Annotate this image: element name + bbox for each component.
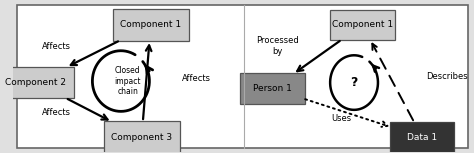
FancyBboxPatch shape [330, 10, 394, 40]
Text: Describes: Describes [427, 72, 468, 81]
Text: Closed
impact
chain: Closed impact chain [115, 66, 141, 96]
Text: Uses: Uses [332, 114, 352, 123]
Text: Component 2: Component 2 [5, 78, 66, 87]
FancyBboxPatch shape [18, 5, 468, 148]
Text: Affects: Affects [42, 108, 71, 117]
Text: ?: ? [350, 76, 358, 89]
Text: Affects: Affects [42, 42, 71, 51]
Text: Component 3: Component 3 [111, 133, 172, 142]
FancyBboxPatch shape [0, 67, 74, 99]
Text: Data 1: Data 1 [407, 133, 437, 142]
FancyBboxPatch shape [113, 9, 189, 41]
FancyBboxPatch shape [104, 121, 180, 153]
Text: Component 1: Component 1 [120, 21, 182, 29]
Text: Component 1: Component 1 [332, 21, 393, 29]
FancyBboxPatch shape [240, 73, 305, 104]
FancyBboxPatch shape [390, 122, 454, 152]
Text: Person 1: Person 1 [253, 84, 292, 93]
Text: Processed
by: Processed by [256, 36, 299, 56]
Text: Affects: Affects [182, 73, 211, 82]
